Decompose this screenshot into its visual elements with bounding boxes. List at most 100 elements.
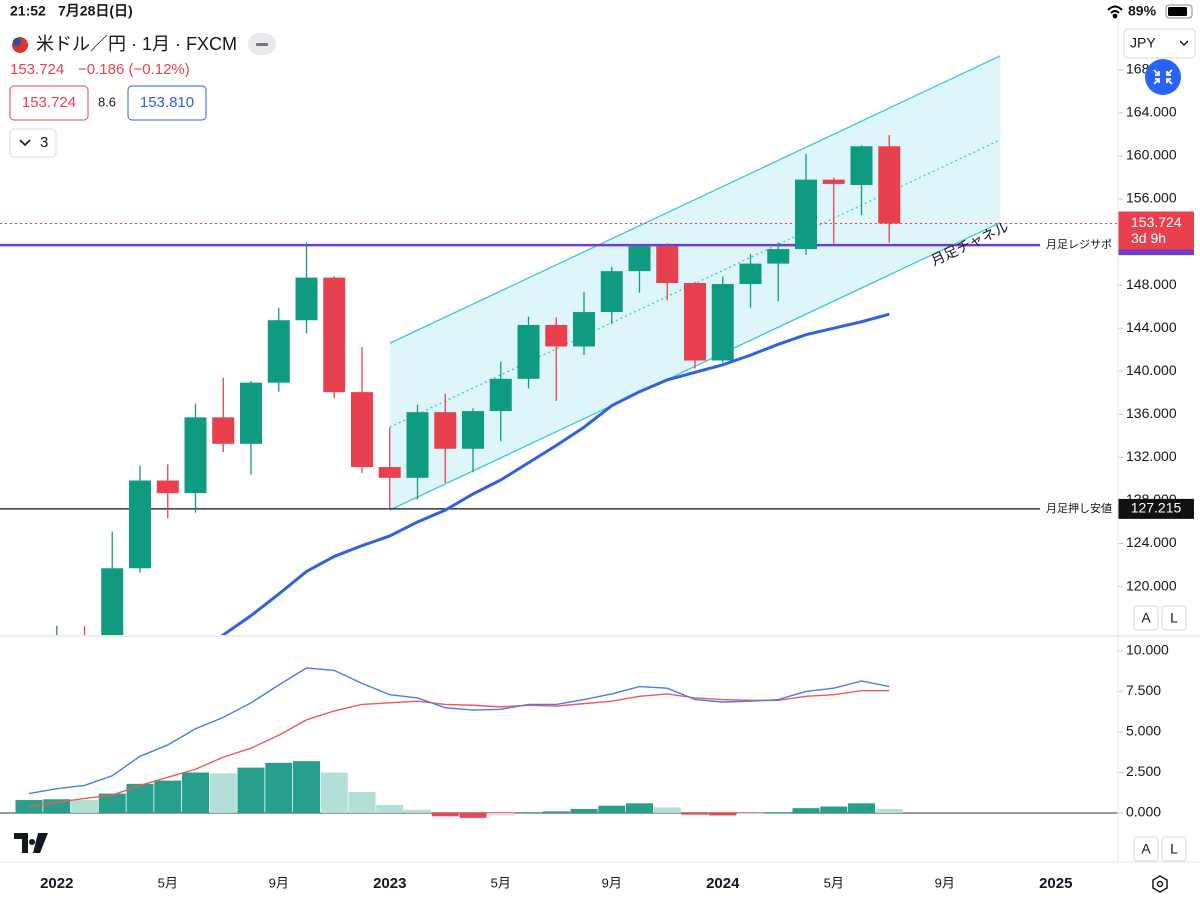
settings-button[interactable] bbox=[1152, 875, 1168, 893]
y-tick-label: 120.000 bbox=[1126, 577, 1177, 593]
sell-button[interactable] bbox=[9, 85, 89, 121]
candle-body bbox=[240, 382, 262, 444]
histogram-bar bbox=[681, 813, 709, 815]
candle-body bbox=[600, 271, 623, 313]
status-time: 21:52 bbox=[10, 3, 46, 19]
histogram-bar bbox=[542, 811, 570, 814]
y-tick-label: 140.000 bbox=[1126, 362, 1177, 378]
x-tick-label: 2025 bbox=[1039, 875, 1072, 892]
indicators-count: 3 bbox=[40, 134, 48, 151]
candle-body bbox=[489, 378, 512, 412]
y-tick-label: 148.000 bbox=[1126, 276, 1177, 292]
dropdown-icon bbox=[1179, 40, 1189, 46]
candle-body bbox=[822, 179, 845, 184]
last-price-badge bbox=[1118, 211, 1194, 250]
candle-body bbox=[406, 412, 429, 478]
histogram-bar bbox=[570, 808, 598, 814]
last-price: 153.724 bbox=[10, 61, 64, 78]
battery-level: 89% bbox=[1128, 3, 1157, 19]
candle-body bbox=[212, 417, 235, 444]
candle-body bbox=[711, 284, 734, 361]
y-tick-label: 136.000 bbox=[1126, 405, 1177, 421]
y-tick-label: 2.500 bbox=[1126, 763, 1161, 779]
candle-body bbox=[74, 639, 96, 641]
histogram-bar bbox=[598, 805, 626, 814]
y-tick-label: 124.000 bbox=[1126, 534, 1177, 550]
macd-panel bbox=[0, 667, 1118, 818]
candle-body bbox=[878, 146, 901, 224]
y-tick-label: 144.000 bbox=[1126, 319, 1177, 335]
candle-body bbox=[767, 249, 790, 264]
x-tick-label: 2022 bbox=[40, 875, 73, 892]
fullscreen-button[interactable] bbox=[1145, 59, 1181, 95]
histogram-bar bbox=[404, 809, 431, 814]
log-scale-button[interactable] bbox=[1161, 605, 1187, 631]
y-tick-label: 156.000 bbox=[1126, 190, 1177, 206]
candle-body bbox=[323, 277, 346, 393]
histogram-bar bbox=[487, 813, 515, 816]
histogram-bar bbox=[626, 803, 653, 814]
histogram-bar bbox=[737, 813, 764, 815]
histogram-bar bbox=[71, 800, 98, 814]
indicators-toggle[interactable] bbox=[9, 128, 57, 158]
y-tick-label: 7.500 bbox=[1126, 682, 1161, 698]
histogram-bar bbox=[459, 813, 487, 818]
settings-icon bbox=[1156, 880, 1164, 888]
signal-line bbox=[28, 689, 890, 808]
candle-body bbox=[101, 568, 124, 635]
moving-average bbox=[220, 312, 890, 635]
currency-select[interactable] bbox=[1123, 28, 1196, 59]
candle-body bbox=[434, 412, 457, 449]
auto-scale-label: A bbox=[1141, 610, 1151, 626]
candle-body bbox=[684, 282, 706, 361]
currency: JPY bbox=[1130, 35, 1156, 51]
histogram-bar bbox=[182, 772, 209, 814]
histogram-bar bbox=[764, 812, 792, 814]
histogram-bar bbox=[875, 808, 903, 814]
candle-body bbox=[156, 480, 179, 494]
candle-body bbox=[795, 179, 817, 250]
wifi-icon bbox=[1107, 5, 1123, 19]
status-date: 7月28日(日) bbox=[58, 3, 133, 19]
histogram-bar bbox=[653, 807, 681, 814]
collapse-icon bbox=[256, 43, 268, 46]
y-tick-label: 5.000 bbox=[1126, 723, 1161, 739]
fullscreen-icon bbox=[1153, 69, 1173, 85]
log-scale-button[interactable] bbox=[1161, 836, 1187, 862]
histogram-bar bbox=[237, 767, 265, 814]
histogram-bar bbox=[293, 761, 320, 814]
chevron-icon bbox=[19, 139, 31, 147]
candle-body bbox=[850, 146, 873, 186]
buy-button[interactable] bbox=[127, 85, 207, 121]
histogram-bar bbox=[348, 791, 376, 814]
candle-body bbox=[18, 640, 40, 665]
auto-scale-button[interactable] bbox=[1133, 836, 1159, 862]
x-tick-label: 5月 bbox=[824, 875, 844, 890]
battery-fill bbox=[1168, 7, 1187, 16]
candle-body bbox=[462, 411, 484, 449]
x-tick-label: 5月 bbox=[491, 875, 511, 890]
candle-body bbox=[351, 392, 373, 468]
histogram-bar bbox=[209, 773, 237, 814]
histogram-bar bbox=[265, 762, 293, 814]
macd-line bbox=[28, 667, 890, 795]
candle-body bbox=[628, 246, 651, 272]
candle-body bbox=[378, 467, 401, 478]
x-tick-label: 5月 bbox=[158, 875, 178, 890]
last-price-value: 153.724 bbox=[1131, 214, 1182, 230]
level-label: 月足押し安値 bbox=[1046, 501, 1112, 515]
level-badge bbox=[1118, 498, 1194, 519]
histogram-bar bbox=[431, 813, 459, 817]
candle-body bbox=[184, 417, 207, 494]
price-change: −0.186 (−0.12%) bbox=[78, 61, 190, 78]
candle-body bbox=[656, 246, 679, 283]
candle-body bbox=[545, 324, 568, 347]
auto-scale-button[interactable] bbox=[1133, 605, 1159, 631]
price-panel bbox=[0, 55, 1118, 665]
candle-body bbox=[129, 480, 151, 569]
y-tick-label: 132.000 bbox=[1126, 448, 1177, 464]
x-tick-label: 9月 bbox=[269, 875, 289, 890]
candle-body bbox=[295, 277, 318, 321]
candle-body bbox=[573, 312, 595, 347]
